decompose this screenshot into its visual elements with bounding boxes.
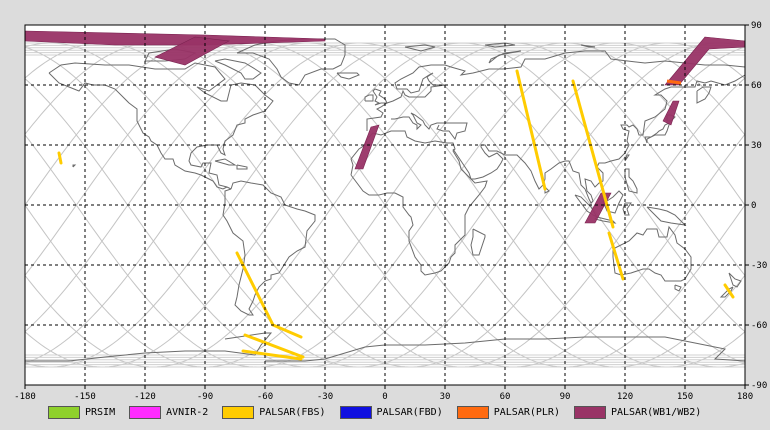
swath-palsar-fbs <box>243 333 305 359</box>
legend-swatch <box>222 405 255 419</box>
x-tick-label: -180 <box>14 392 36 400</box>
x-tick-label: -90 <box>197 392 213 400</box>
x-tick-label: 90 <box>560 392 571 400</box>
legend-item-palsar-fbs: PALSAR(FBS) <box>222 405 326 419</box>
legend-label: PALSAR(WB1/WB2) <box>610 406 702 418</box>
coastline <box>391 112 468 141</box>
swath-palsar-fbs <box>241 349 303 361</box>
x-tick-label: -30 <box>317 392 333 400</box>
x-tick-label: -120 <box>134 392 156 400</box>
x-tick-label: 180 <box>737 392 753 400</box>
grid-lines <box>24 24 746 386</box>
y-tick-label: 90 <box>751 21 762 31</box>
legend-label: PALSAR(FBS) <box>259 406 326 418</box>
swath-palsar-fbs <box>571 79 615 229</box>
coastline <box>612 225 692 282</box>
coastline <box>624 154 630 162</box>
coastline <box>72 164 77 168</box>
coastline <box>470 228 486 256</box>
legend-item-avnir2: AVNIR-2 <box>129 405 209 419</box>
swath-palsar-wb <box>662 100 680 126</box>
coastline <box>222 180 316 316</box>
x-tick-label: 120 <box>617 392 633 400</box>
coastline <box>452 74 746 204</box>
legend-item-palsar-fbd: PALSAR(FBD) <box>339 405 443 419</box>
legend-swatch <box>129 405 162 419</box>
swath-palsar-fbs <box>723 283 735 299</box>
x-tick-label: 0 <box>382 392 387 400</box>
coastline <box>48 62 274 190</box>
coastline <box>484 42 516 48</box>
legend-label: AVNIR-2 <box>166 406 209 418</box>
y-tick-label: 60 <box>751 81 762 91</box>
coastline <box>404 44 436 52</box>
coastline <box>622 202 632 216</box>
legend-swatch <box>339 405 372 419</box>
y-tick-label: 0 <box>751 201 756 211</box>
coastline <box>696 86 712 104</box>
coastline <box>236 164 248 170</box>
x-tick-label: 30 <box>440 392 451 400</box>
swath-palsar-fbs <box>515 69 547 191</box>
legend-swatch <box>573 405 606 419</box>
coastline <box>214 158 237 166</box>
coastline <box>488 50 522 64</box>
world-map: -180 -150 -120 -90 -60 -30 0 30 60 90 120 150 180 90 6… <box>14 21 767 400</box>
y-tick-label: -90 <box>751 381 767 391</box>
coastline <box>366 50 746 131</box>
x-tick-label: -150 <box>74 392 96 400</box>
coastline <box>624 168 638 194</box>
legend-swatch <box>456 405 489 419</box>
coastline <box>214 58 262 80</box>
swath-palsar-plr <box>666 79 682 85</box>
y-tick-label: -30 <box>751 261 767 271</box>
legend-label: PALSAR(PLR) <box>493 406 560 418</box>
axis-ticks: -180 -150 -120 -90 -60 -30 0 30 60 90 120 150 180 90 6… <box>14 21 767 400</box>
coastline <box>364 94 374 102</box>
x-tick-label: -60 <box>257 392 273 400</box>
coastline <box>674 284 682 292</box>
legend-item-palsar-wb: PALSAR(WB1/WB2) <box>573 405 702 419</box>
legend-item-prsim: PRSIM <box>48 405 116 419</box>
legend: PRSIM AVNIR-2 PALSAR(FBS) PALSAR(FBD) PA… <box>48 403 701 421</box>
coastline <box>336 72 360 80</box>
x-tick-label: 60 <box>500 392 511 400</box>
y-tick-label: 30 <box>751 141 762 151</box>
coastline <box>580 44 596 48</box>
legend-label: PALSAR(FBD) <box>376 406 443 418</box>
coastline <box>719 286 734 298</box>
coastline <box>728 272 742 288</box>
legend-item-palsar-plr: PALSAR(PLR) <box>456 405 560 419</box>
coastline <box>372 88 388 106</box>
x-tick-label: 150 <box>677 392 693 400</box>
swath-palsar-wb <box>154 36 230 66</box>
y-tick-label: -60 <box>751 321 767 331</box>
legend-label: PRSIM <box>85 406 116 418</box>
legend-swatch <box>48 405 80 419</box>
swath-palsar-fbs <box>57 151 63 165</box>
swath-palsar-fbs <box>607 231 625 281</box>
swath-palsar-wb <box>354 124 380 170</box>
